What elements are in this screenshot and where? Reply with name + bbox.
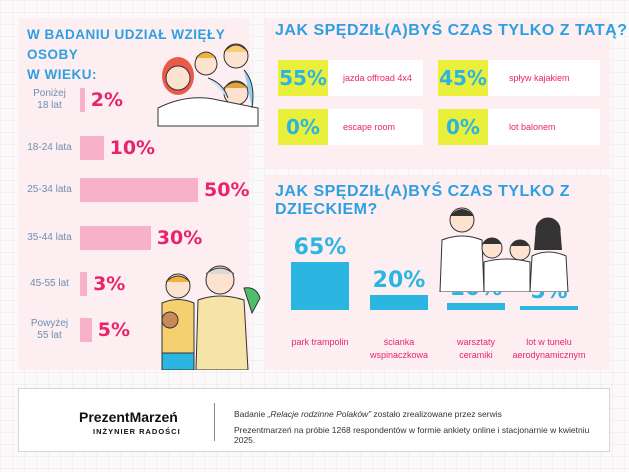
age-category-label-line: 18-24 lata <box>27 142 72 153</box>
age-value-label: 10% <box>109 137 156 159</box>
age-title-line1: W BADANIU UDZIAŁ WZIĘŁY OSOBY <box>27 27 225 62</box>
family-illustration <box>157 43 259 127</box>
child-activity-category-label-line: warsztaty <box>456 337 495 347</box>
footer-line1: Badanie „Relacje rodzinne Polaków” zosta… <box>234 409 502 419</box>
child-activity-category-label-line: park trampolin <box>291 337 349 347</box>
activity-percent: 45% <box>438 60 488 96</box>
age-category-label: 45-55 lat <box>22 278 77 290</box>
age-category-label: 18-24 lata <box>22 142 77 154</box>
grandfather-child-illustration <box>161 265 261 370</box>
age-bar <box>80 178 198 202</box>
age-bar <box>80 88 85 112</box>
child-activity-bar <box>291 262 349 310</box>
age-category-label-line: 25-34 lata <box>27 184 72 195</box>
child-activity-category-label-line: ceramiki <box>459 350 493 360</box>
activity-label: spływ kajakiem <box>509 73 570 83</box>
child-activity-category-label: warsztaty ceramiki <box>436 336 516 362</box>
child-activity-category-label-line: aerodynamicznym <box>512 350 586 360</box>
footer: PrezentMarzeń INŻYNIER RADOŚCI Badanie „… <box>18 388 610 452</box>
age-category-label-line: Powyżej <box>30 318 69 329</box>
child-activity-bar <box>447 302 505 310</box>
age-category-label-line: Poniżej <box>33 88 66 99</box>
age-category-label: Powyżej 55 lat <box>22 318 77 342</box>
age-section-title: W BADANIU UDZIAŁ WZIĘŁY OSOBY W WIEKU: <box>27 25 227 85</box>
parent-children-illustration <box>439 207 569 292</box>
activity-percent: 55% <box>278 60 328 96</box>
child-activity-bar <box>370 295 428 310</box>
child-activity-value-label: 65% <box>293 235 347 260</box>
footer-line1-pre: Badanie <box>234 409 268 419</box>
footer-line1-study: „Relacje rodzinne Polaków” <box>267 409 372 419</box>
age-value-label: 5% <box>97 319 131 341</box>
brand-tagline: INŻYNIER RADOŚCI <box>93 427 181 436</box>
child-activity-category-label: park trampolin <box>280 336 360 349</box>
age-category-label-line: 18 lat <box>37 100 62 111</box>
activity-label: escape room <box>343 122 396 132</box>
age-category-label: Poniżej 18 lat <box>22 88 77 112</box>
brand-logo: PrezentMarzeń <box>79 409 178 425</box>
child-activity-category-label-line: wspinaczkowa <box>369 350 429 360</box>
age-bar <box>80 318 92 342</box>
age-value-label: 3% <box>93 273 126 295</box>
child-activity-category-label: lot w tunelu aerodynamicznym <box>509 336 589 362</box>
activity-percent: 0% <box>438 109 488 145</box>
age-value-label: 50% <box>204 179 250 201</box>
age-category-label: 35-44 lata <box>22 232 77 244</box>
age-category-label-line: 45-55 lat <box>30 278 69 289</box>
child-activity-value-label: 20% <box>372 268 426 294</box>
footer-line2: Prezentmarzeń na próbie 1268 respondentó… <box>234 425 590 445</box>
age-value-label: 2% <box>90 89 123 111</box>
activity-percent: 0% <box>278 109 328 145</box>
age-bar <box>80 272 88 296</box>
age-bar <box>80 226 151 250</box>
activity-label: jazda offroad 4x4 <box>343 73 412 83</box>
age-value-label: 30% <box>156 227 203 249</box>
child-activity-bar <box>520 306 578 310</box>
child-activity-category-label-line: ścianka <box>383 337 415 347</box>
age-title-line2: W WIEKU: <box>27 67 97 82</box>
child-activity-category-label: ścianka wspinaczkowa <box>359 336 439 362</box>
age-bar <box>80 136 104 160</box>
footer-divider <box>214 403 215 441</box>
dad-section-title: JAK SPĘDZIŁ(A)BYŚ CZAS TYLKO Z TATĄ? <box>275 22 628 39</box>
footer-line1-post: zostało zrealizowane przez serwis <box>371 409 502 419</box>
age-category-label-line: 55 lat <box>37 330 62 341</box>
activity-label: lot balonem <box>509 122 556 132</box>
age-category-label: 25-34 lata <box>22 184 77 196</box>
child-section-title: JAK SPĘDZIŁ(A)BYŚ CZAS TYLKO Z DZIECKIEM… <box>275 183 571 218</box>
age-category-label-line: 35-44 lata <box>27 232 72 243</box>
child-activity-category-label-line: lot w tunelu <box>526 337 572 347</box>
